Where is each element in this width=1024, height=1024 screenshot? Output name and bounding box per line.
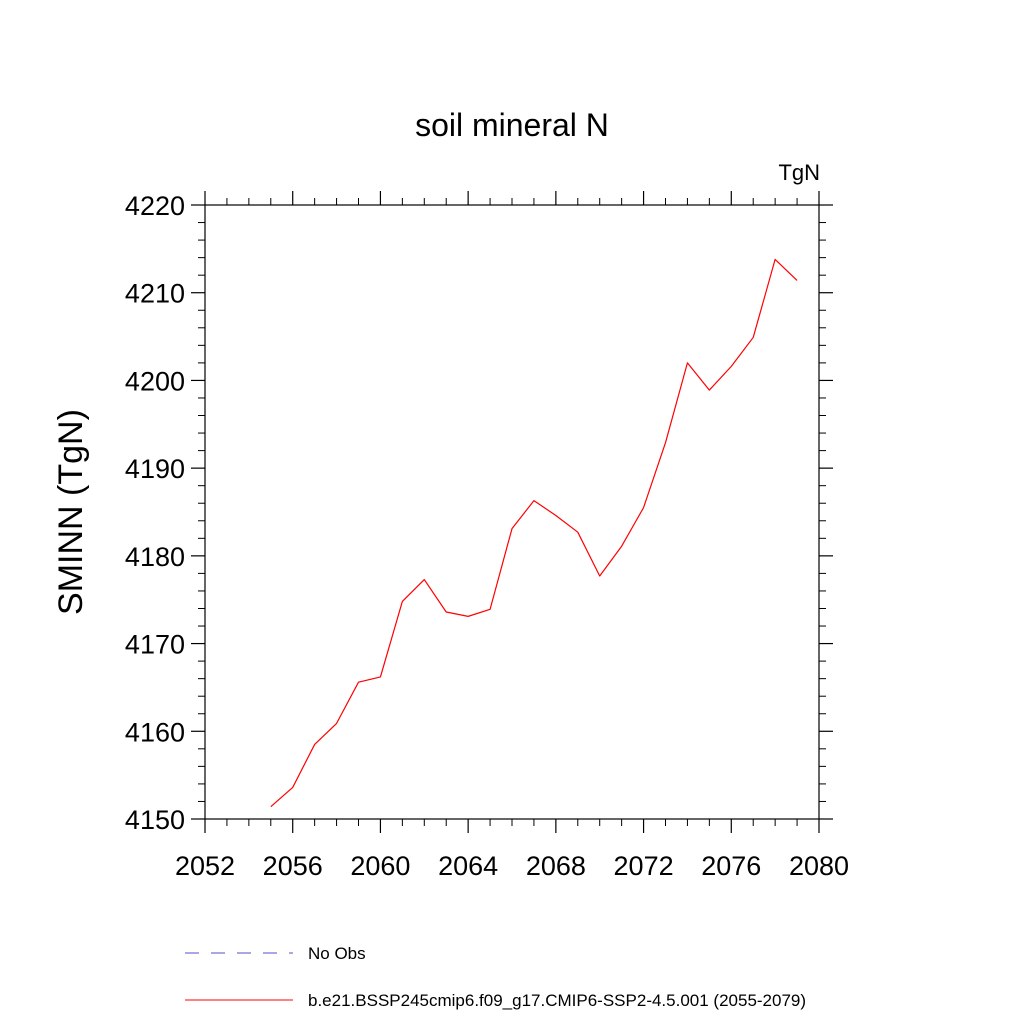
y-axis-label: SMINN (TgN)	[52, 409, 90, 615]
y-tick-label: 4220	[125, 191, 185, 221]
legend-label-no-obs: No Obs	[308, 944, 366, 963]
plot-frame	[204, 204, 820, 820]
series-group	[270, 258, 798, 808]
x-tick-label: 2072	[614, 851, 674, 881]
y-tick-label: 4150	[125, 805, 185, 835]
x-tick-label: 2052	[175, 851, 235, 881]
x-tick-labels: 2052 2056 2060 2064 2068 2072 2076 2080	[175, 851, 849, 881]
x-tick-label: 2076	[701, 851, 761, 881]
axis-ticks	[191, 191, 833, 833]
units-label: TgN	[778, 160, 820, 185]
x-tick-label: 2068	[526, 851, 586, 881]
x-tick-label: 2080	[789, 851, 849, 881]
y-tick-label: 4160	[125, 717, 185, 747]
y-tick-label: 4210	[125, 279, 185, 309]
y-tick-label: 4200	[125, 366, 185, 396]
x-tick-label: 2064	[438, 851, 498, 881]
chart-title: soil mineral N	[415, 107, 609, 143]
y-tick-label: 4190	[125, 454, 185, 484]
series-line	[270, 258, 798, 808]
x-tick-label: 2060	[350, 851, 410, 881]
legend-label-model: b.e21.BSSP245cmip6.f09_g17.CMIP6-SSP2-4.…	[308, 991, 806, 1010]
x-tick-label: 2056	[263, 851, 323, 881]
y-tick-label: 4170	[125, 630, 185, 660]
legend: No Obs b.e21.BSSP245cmip6.f09_g17.CMIP6-…	[185, 944, 806, 1010]
y-tick-labels: 4150 4160 4170 4180 4190 4200 4210 4220	[125, 191, 185, 835]
y-tick-label: 4180	[125, 542, 185, 572]
